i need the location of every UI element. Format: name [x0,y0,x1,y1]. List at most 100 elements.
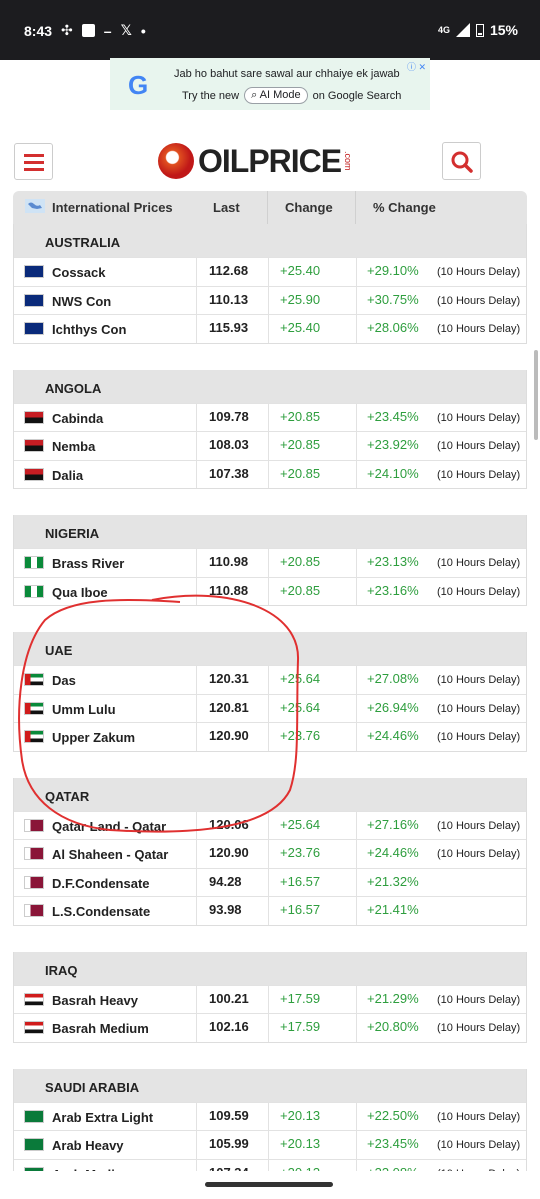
price-row[interactable]: Das 120.31 +25.64 +27.08% (10 Hours Delay) [14,665,526,694]
blend-name[interactable]: Arab Extra Light [52,1109,154,1125]
search-button[interactable] [442,142,481,180]
price-row[interactable]: Cossack 112.68 +25.40 +29.10% (10 Hours Dela… [14,257,526,286]
percent-change: +27.16% [367,816,419,832]
price-row[interactable]: Umm Lulu 120.81 +25.64 +26.94% (10 Hours Del… [14,693,526,722]
blend-name[interactable]: Das [52,673,76,688]
price-row[interactable]: Upper Zakum 120.90 +23.76 +24.46% (10 Hours … [14,722,526,751]
blend-name[interactable]: Dalia [52,467,84,483]
group-spacer [13,344,527,370]
country-header: UAE [14,632,526,665]
delay-note: (10 Hours Delay) [437,323,521,335]
delay-note: (10 Hours Delay) [437,468,521,481]
percent-change: +24.46% [367,845,419,860]
price-row[interactable]: Al Shaheen - Qatar 120.90 +23.76 +24.46% (10… [14,839,526,868]
col-change: Change [285,200,333,215]
ad-banner[interactable]: G Jab ho bahut sare sawal aur chhaiye ek… [110,58,430,110]
percent-change: +22.50% [367,1107,419,1123]
country-group: QATAR Qatar Land - Qatar 120.06 +25.64 +27.1… [13,777,527,926]
last-price: 110.88 [209,582,249,598]
col-pct-change: % Change [373,200,436,215]
last-price: 120.90 [209,845,249,860]
last-price: 102.16 [209,1019,249,1034]
country-header: IRAQ [14,951,526,985]
blend-name[interactable]: Brass River [52,556,125,571]
last-price: 120.81 [209,699,249,715]
dot-icon: • [140,22,146,39]
percent-change: +24.10% [367,465,419,481]
price-row[interactable]: Arab Heavy 105.99 +20.13 +23.45% (10 Hours D… [14,1130,526,1159]
google-logo: G [128,70,149,100]
price-row[interactable]: L.S.Condensate 93.98 +16.57 +21.41% [14,896,526,925]
percent-change: +21.41% [367,902,419,917]
price-change: +25.64 [280,699,321,715]
price-row[interactable]: Qua Iboe 110.88 +20.85 +23.16% (10 Hours Del… [14,576,526,605]
blend-name[interactable]: Arab Heavy [52,1138,124,1153]
flag-ng-icon [24,556,44,569]
price-row[interactable]: Nemba 108.03 +20.85 +23.92% (10 Hours Delay) [14,431,526,460]
price-change: +16.57 [280,873,321,889]
price-row[interactable]: Brass River 110.98 +20.85 +23.13% (10 Hours … [14,548,526,577]
price-change: +17.59 [280,1019,321,1034]
blend-name[interactable]: L.S.Condensate [52,904,151,919]
last-price: 120.31 [209,671,249,686]
price-row[interactable]: Ichthys Con 115.93 +25.40 +28.06% (10 Hours … [14,314,526,343]
blend-name[interactable]: Cossack [52,265,106,280]
last-price: 112.68 [209,263,249,278]
delay-note: (10 Hours Delay) [437,294,521,307]
blend-name[interactable]: Nemba [52,439,96,454]
search-small-icon: ⌕ [251,89,260,101]
scrollbar[interactable] [534,350,538,440]
price-row[interactable]: Arab Extra Light 109.59 +20.13 +22.50% (10 H… [14,1101,526,1130]
info-icon[interactable]: ⓘ ✕ [406,62,426,72]
delay-note: (10 Hours Delay) [437,1139,521,1151]
blend-name[interactable]: Qua Iboe [52,584,108,600]
delay-note: (10 Hours Delay) [437,1022,521,1034]
group-spacer [13,1043,527,1069]
country-name: SAUDI ARABIA [45,1079,140,1095]
country-name: AUSTRALIA [45,235,121,250]
blend-name[interactable]: Umm Lulu [52,701,116,717]
price-change: +20.85 [280,465,321,481]
price-row[interactable]: Dalia 107.38 +20.85 +24.10% (10 Hours Delay) [14,459,526,488]
price-row[interactable]: Basrah Medium 102.16 +17.59 +20.80% (10 Hour… [14,1013,526,1042]
price-row[interactable]: Cabinda 109.78 +20.85 +23.45% (10 Hours Dela… [14,402,526,431]
ad-headline: Jab ho bahut sare sawal aur chhaiye ek j… [174,68,400,80]
prices-table: International Prices Last Change % Chang… [13,191,527,1199]
blend-name[interactable]: NWS Con [52,293,112,309]
flag-qa-icon [24,818,44,832]
delay-note: (10 Hours Delay) [437,848,521,860]
country-name: NIGERIA [45,526,100,541]
blend-name[interactable]: Basrah Medium [52,1021,149,1036]
price-row[interactable]: Basrah Heavy 100.21 +17.59 +21.29% (10 Hours… [14,984,526,1013]
price-change: +20.13 [280,1136,321,1151]
menu-button[interactable] [14,143,53,180]
price-row[interactable]: NWS Con 110.13 +25.90 +30.75% (10 Hours Dela… [14,285,526,314]
flag-au-icon [24,322,44,335]
price-change: +25.64 [280,816,321,832]
price-change: +25.40 [280,320,321,335]
percent-change: +30.75% [367,291,419,307]
flag-ao-icon [24,467,44,481]
percent-change: +23.92% [367,437,419,452]
price-change: +17.59 [280,990,321,1006]
country-name: QATAR [45,788,90,804]
price-row[interactable]: Qatar Land - Qatar 120.06 +25.64 +27.16% (10… [14,810,526,839]
blend-name[interactable]: Qatar Land - Qatar [52,818,167,834]
ai-mode-pill[interactable]: ⌕ AI Mode [244,87,308,104]
percent-change: +21.29% [367,990,419,1006]
flag-iq-icon [24,992,44,1006]
blend-name[interactable]: Cabinda [52,410,104,426]
blend-name[interactable]: Basrah Heavy [52,992,138,1008]
blend-name[interactable]: D.F.Condensate [52,875,150,891]
home-indicator[interactable] [205,1182,333,1187]
blend-name[interactable]: Ichthys Con [52,322,127,337]
site-logo[interactable]: OILPRICE .com [158,141,353,181]
blend-name[interactable]: Upper Zakum [52,730,136,745]
flag-sa-icon [24,1109,44,1123]
percent-change: +23.45% [367,1136,419,1151]
price-row[interactable]: D.F.Condensate 94.28 +16.57 +21.32% [14,867,526,896]
battery-level: 15% [489,22,518,38]
percent-change: +23.45% [367,408,419,424]
group-spacer [13,489,527,515]
blend-name[interactable]: Al Shaheen - Qatar [52,847,169,862]
